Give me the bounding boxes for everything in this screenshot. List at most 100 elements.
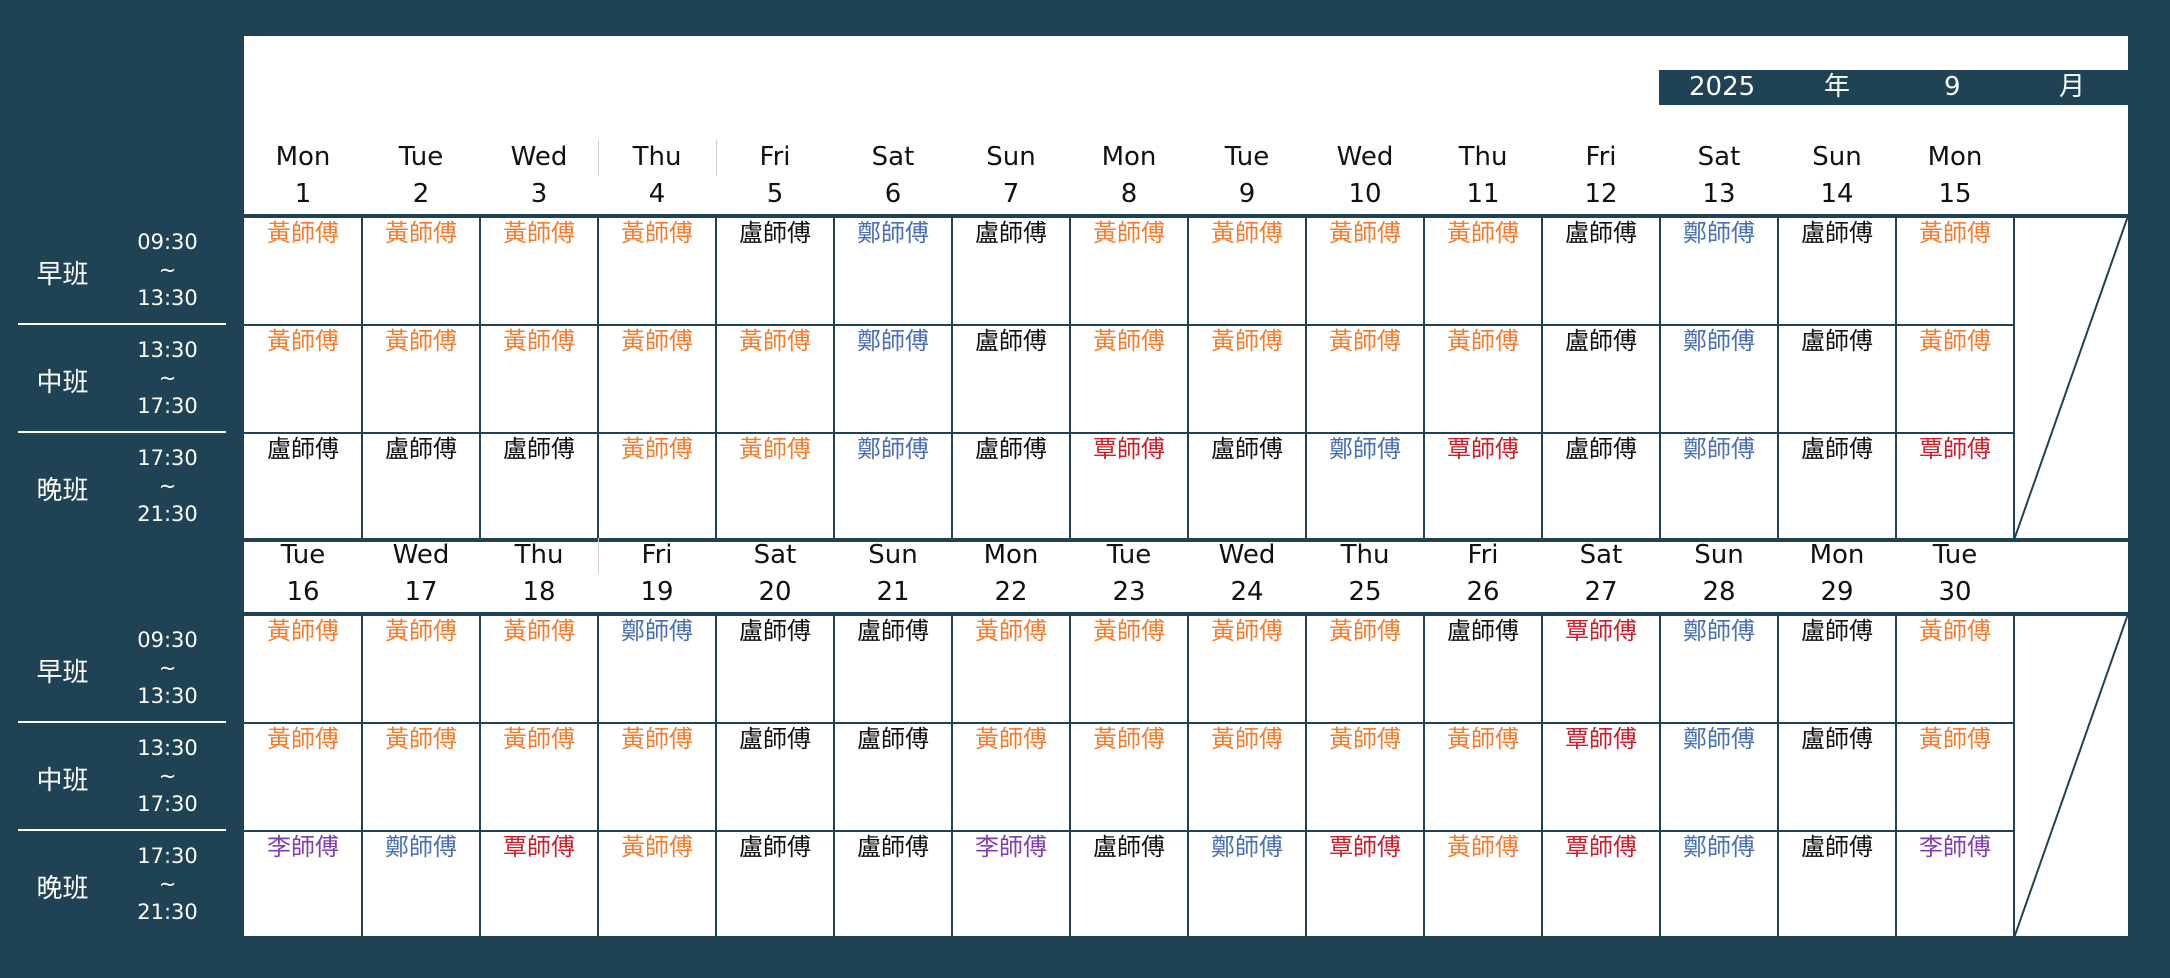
- staff-cell[interactable]: 黃師傅: [1211, 327, 1283, 355]
- staff-cell[interactable]: 盧師傅: [503, 435, 575, 463]
- shift-end-time: 17:30: [137, 394, 198, 418]
- staff-cell[interactable]: 覃師傅: [1447, 435, 1519, 463]
- staff-cell[interactable]: 黃師傅: [1919, 725, 1991, 753]
- staff-cell[interactable]: 鄭師傅: [621, 617, 693, 645]
- staff-cell[interactable]: 黃師傅: [1093, 725, 1165, 753]
- staff-cell[interactable]: 黃師傅: [267, 327, 339, 355]
- staff-cell[interactable]: 黃師傅: [1329, 327, 1401, 355]
- staff-cell[interactable]: 黃師傅: [503, 725, 575, 753]
- staff-cell[interactable]: 黃師傅: [1919, 327, 1991, 355]
- staff-cell[interactable]: 黃師傅: [1447, 725, 1519, 753]
- staff-cell[interactable]: 黃師傅: [503, 219, 575, 247]
- day-header: Wed 24: [1188, 530, 1306, 614]
- staff-cell[interactable]: 黃師傅: [621, 725, 693, 753]
- staff-cell[interactable]: 盧師傅: [1801, 327, 1873, 355]
- staff-cell[interactable]: 盧師傅: [975, 219, 1047, 247]
- staff-cell[interactable]: 黃師傅: [267, 219, 339, 247]
- staff-cell[interactable]: 覃師傅: [1329, 833, 1401, 861]
- staff-cell[interactable]: 黃師傅: [385, 617, 457, 645]
- staff-cell[interactable]: 鄭師傅: [385, 833, 457, 861]
- staff-cell[interactable]: 黃師傅: [385, 725, 457, 753]
- staff-cell[interactable]: 黃師傅: [1211, 219, 1283, 247]
- staff-cell[interactable]: 盧師傅: [267, 435, 339, 463]
- staff-cell[interactable]: 黃師傅: [621, 435, 693, 463]
- staff-cell[interactable]: 鄭師傅: [1683, 833, 1755, 861]
- staff-cell[interactable]: 黃師傅: [503, 617, 575, 645]
- staff-cell[interactable]: 黃師傅: [1093, 617, 1165, 645]
- year-value[interactable]: 2025: [1689, 72, 1756, 102]
- staff-cell[interactable]: 黃師傅: [1329, 617, 1401, 645]
- staff-cell[interactable]: 盧師傅: [857, 617, 929, 645]
- staff-cell[interactable]: 黃師傅: [621, 833, 693, 861]
- staff-cell[interactable]: 黃師傅: [1093, 327, 1165, 355]
- staff-cell[interactable]: 覃師傅: [1565, 617, 1637, 645]
- staff-cell[interactable]: 盧師傅: [385, 435, 457, 463]
- staff-cell[interactable]: 李師傅: [1919, 833, 1991, 861]
- column-rule: [1305, 216, 1307, 540]
- staff-cell[interactable]: 鄭師傅: [1683, 435, 1755, 463]
- month-value[interactable]: 9: [1944, 72, 1961, 102]
- staff-cell[interactable]: 鄭師傅: [857, 327, 929, 355]
- staff-cell[interactable]: 黃師傅: [1447, 327, 1519, 355]
- staff-cell[interactable]: 黃師傅: [1329, 219, 1401, 247]
- header-divider: [716, 140, 717, 176]
- staff-cell[interactable]: 李師傅: [267, 833, 339, 861]
- staff-cell[interactable]: 黃師傅: [621, 327, 693, 355]
- staff-cell[interactable]: 盧師傅: [1565, 435, 1637, 463]
- staff-cell[interactable]: 鄭師傅: [1683, 617, 1755, 645]
- staff-cell[interactable]: 盧師傅: [1801, 219, 1873, 247]
- staff-cell[interactable]: 黃師傅: [1093, 219, 1165, 247]
- staff-cell[interactable]: 覃師傅: [1565, 725, 1637, 753]
- staff-cell[interactable]: 黃師傅: [1211, 617, 1283, 645]
- staff-cell[interactable]: 盧師傅: [1801, 617, 1873, 645]
- staff-cell[interactable]: 鄭師傅: [1683, 219, 1755, 247]
- staff-cell[interactable]: 覃師傅: [503, 833, 575, 861]
- staff-cell[interactable]: 黃師傅: [385, 219, 457, 247]
- staff-cell[interactable]: 黃師傅: [1919, 219, 1991, 247]
- staff-cell[interactable]: 黃師傅: [385, 327, 457, 355]
- staff-cell[interactable]: 盧師傅: [1801, 725, 1873, 753]
- staff-cell[interactable]: 盧師傅: [1093, 833, 1165, 861]
- staff-cell[interactable]: 黃師傅: [1919, 617, 1991, 645]
- staff-cell[interactable]: 盧師傅: [1565, 327, 1637, 355]
- staff-cell[interactable]: 盧師傅: [739, 725, 811, 753]
- staff-cell[interactable]: 盧師傅: [1801, 833, 1873, 861]
- staff-cell[interactable]: 鄭師傅: [857, 435, 929, 463]
- staff-cell[interactable]: 盧師傅: [739, 833, 811, 861]
- staff-cell[interactable]: 盧師傅: [1565, 219, 1637, 247]
- staff-cell[interactable]: 盧師傅: [857, 725, 929, 753]
- staff-cell[interactable]: 李師傅: [975, 833, 1047, 861]
- staff-cell[interactable]: 黃師傅: [975, 725, 1047, 753]
- staff-cell[interactable]: 黃師傅: [621, 219, 693, 247]
- staff-cell[interactable]: 黃師傅: [739, 327, 811, 355]
- staff-cell[interactable]: 黃師傅: [267, 617, 339, 645]
- staff-cell[interactable]: 盧師傅: [857, 833, 929, 861]
- staff-cell[interactable]: 黃師傅: [1447, 833, 1519, 861]
- staff-cell[interactable]: 盧師傅: [1211, 435, 1283, 463]
- staff-cell[interactable]: 覃師傅: [1093, 435, 1165, 463]
- column-rule: [1423, 614, 1425, 938]
- column-rule: [597, 216, 599, 540]
- staff-cell[interactable]: 盧師傅: [975, 435, 1047, 463]
- staff-cell[interactable]: 鄭師傅: [1211, 833, 1283, 861]
- staff-cell[interactable]: 鄭師傅: [1329, 435, 1401, 463]
- staff-cell[interactable]: 盧師傅: [739, 219, 811, 247]
- staff-cell[interactable]: 盧師傅: [1447, 617, 1519, 645]
- staff-cell[interactable]: 鄭師傅: [1683, 725, 1755, 753]
- day-header: Wed 17: [362, 530, 480, 614]
- staff-cell[interactable]: 黃師傅: [267, 725, 339, 753]
- staff-cell[interactable]: 黃師傅: [1447, 219, 1519, 247]
- staff-cell[interactable]: 盧師傅: [975, 327, 1047, 355]
- staff-cell[interactable]: 覃師傅: [1565, 833, 1637, 861]
- staff-cell[interactable]: 黃師傅: [1329, 725, 1401, 753]
- staff-cell[interactable]: 黃師傅: [975, 617, 1047, 645]
- staff-cell[interactable]: 鄭師傅: [1683, 327, 1755, 355]
- weekday-label: Sun: [1694, 540, 1744, 570]
- staff-cell[interactable]: 盧師傅: [1801, 435, 1873, 463]
- staff-cell[interactable]: 黃師傅: [739, 435, 811, 463]
- staff-cell[interactable]: 鄭師傅: [857, 219, 929, 247]
- staff-cell[interactable]: 黃師傅: [1211, 725, 1283, 753]
- staff-cell[interactable]: 黃師傅: [503, 327, 575, 355]
- staff-cell[interactable]: 盧師傅: [739, 617, 811, 645]
- staff-cell[interactable]: 覃師傅: [1919, 435, 1991, 463]
